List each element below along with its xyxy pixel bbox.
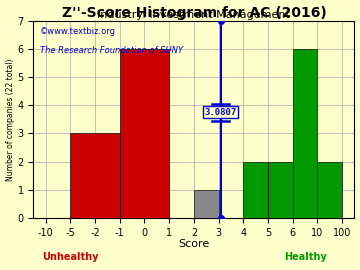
Text: Healthy: Healthy [284,252,327,262]
Text: ©www.textbiz.org: ©www.textbiz.org [40,27,116,36]
Text: Unhealthy: Unhealthy [42,252,99,262]
Text: 3.0807: 3.0807 [204,108,237,117]
Text: Industry: Investment Management: Industry: Investment Management [98,10,290,20]
Bar [194,190,219,218]
Bar [318,161,342,218]
Bar [243,161,268,218]
Y-axis label: Number of companies (22 total): Number of companies (22 total) [5,58,14,181]
Text: The Research Foundation of SUNY: The Research Foundation of SUNY [40,46,183,55]
X-axis label: Score: Score [178,239,210,249]
Bar [293,49,318,218]
Bar [120,49,169,218]
Title: Z''-Score Histogram for AC (2016): Z''-Score Histogram for AC (2016) [62,6,326,19]
Bar [268,161,293,218]
Bar [70,133,120,218]
